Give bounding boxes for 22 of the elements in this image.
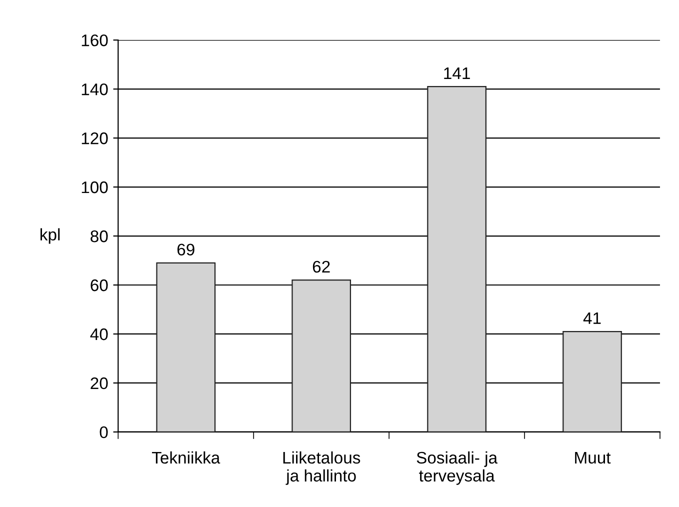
bar xyxy=(427,86,486,432)
y-tick-label: 20 xyxy=(90,377,108,390)
data-label: 69 xyxy=(177,244,194,256)
y-tick-label: 40 xyxy=(90,328,108,340)
y-tick-label: 140 xyxy=(82,83,108,96)
x-tick-label: Liiketalous ja hallinto xyxy=(283,451,360,485)
y-axis-title: kpl xyxy=(40,228,60,244)
bar xyxy=(292,280,352,432)
x-tick-label: Tekniikka xyxy=(152,451,220,464)
y-tick-label: 120 xyxy=(82,132,108,144)
bar xyxy=(156,262,216,432)
data-label: 41 xyxy=(583,312,601,324)
y-tick-label: 100 xyxy=(82,181,108,194)
data-label: 141 xyxy=(444,68,470,79)
y-tick-label: 60 xyxy=(90,279,108,292)
x-tick-label: Muut xyxy=(575,452,611,464)
data-label: 62 xyxy=(312,260,330,273)
y-tick-label: 80 xyxy=(90,230,108,242)
y-tick-label: 0 xyxy=(100,426,108,438)
bar xyxy=(562,330,622,432)
y-tick-label: 160 xyxy=(82,34,108,46)
x-tick-label: Sosiaali- ja terveysala xyxy=(416,451,498,485)
